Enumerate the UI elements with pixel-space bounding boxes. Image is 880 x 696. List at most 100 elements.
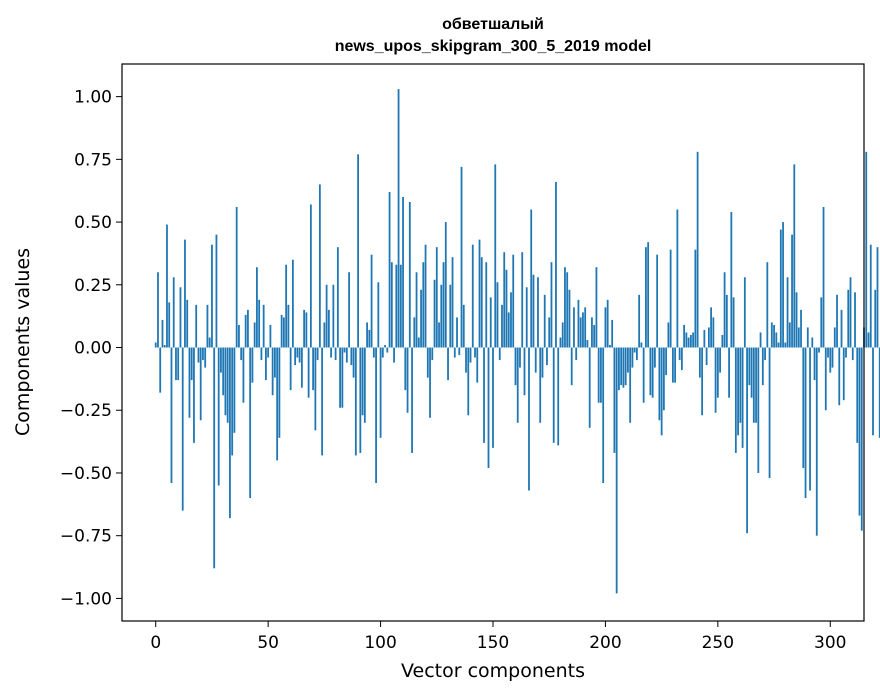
bar <box>624 347 627 386</box>
bar <box>831 347 834 368</box>
bar <box>867 332 870 348</box>
bar <box>193 347 195 443</box>
bar <box>359 347 362 453</box>
bar <box>395 264 398 348</box>
bar <box>408 202 411 348</box>
bar <box>507 312 510 348</box>
bar <box>440 284 443 348</box>
bar <box>548 317 551 348</box>
bar <box>404 347 407 391</box>
bar <box>604 307 607 348</box>
bar <box>163 345 166 348</box>
bar <box>766 262 769 348</box>
bar <box>399 264 402 348</box>
plot-frame <box>121 63 865 622</box>
bar <box>420 289 422 348</box>
bar <box>514 347 517 386</box>
bar <box>806 327 809 348</box>
bar <box>415 272 418 348</box>
bar <box>303 309 306 348</box>
bar <box>426 347 429 378</box>
bar <box>575 347 578 361</box>
bar <box>429 347 431 418</box>
bar <box>847 289 850 348</box>
bar <box>175 347 177 381</box>
bar <box>752 347 755 423</box>
bar <box>354 347 357 456</box>
bar <box>366 322 368 348</box>
bar <box>458 347 461 356</box>
bar <box>154 342 157 348</box>
bar <box>606 299 609 348</box>
y-tick-label: −0.75 <box>60 527 112 547</box>
bar <box>627 347 629 373</box>
bar <box>487 347 490 468</box>
bar <box>393 347 395 363</box>
bar <box>206 304 209 348</box>
bar <box>647 242 650 348</box>
bar <box>456 317 458 348</box>
bar <box>532 274 535 348</box>
bar <box>730 212 733 348</box>
bar <box>253 322 256 348</box>
x-axis: 0 50 100 150 200 250 300 <box>150 621 846 653</box>
bar <box>289 347 292 391</box>
bar <box>645 247 647 348</box>
bar <box>300 347 303 388</box>
bar <box>166 224 168 348</box>
bar <box>368 329 371 348</box>
bar <box>854 292 856 348</box>
bar <box>570 347 573 386</box>
bar <box>224 347 227 416</box>
bar <box>534 347 537 373</box>
bar <box>202 347 204 361</box>
bar <box>229 347 231 519</box>
bar <box>474 347 476 358</box>
x-tick-label: 0 <box>150 633 161 653</box>
bar <box>660 347 663 436</box>
bar <box>631 347 634 368</box>
bar <box>842 347 845 401</box>
bar <box>519 347 521 368</box>
bar <box>265 347 267 381</box>
bar <box>818 347 820 353</box>
bar <box>827 347 829 358</box>
bar <box>498 347 501 361</box>
bar <box>746 347 748 534</box>
bar <box>539 347 542 423</box>
bar <box>662 347 665 411</box>
bar <box>743 277 746 348</box>
bar <box>330 347 333 358</box>
x-tick-label: 300 <box>814 633 846 653</box>
bar <box>433 279 436 348</box>
bar <box>642 347 645 403</box>
bar <box>226 347 229 423</box>
bar <box>869 244 872 348</box>
bar <box>352 347 355 378</box>
bar <box>274 347 276 378</box>
bar <box>858 347 861 516</box>
bar <box>716 347 719 398</box>
bar <box>244 314 247 348</box>
bar <box>184 239 186 348</box>
bar <box>453 347 456 358</box>
bar <box>197 347 200 363</box>
x-tick-label: 250 <box>702 633 734 653</box>
bar-series <box>154 89 880 594</box>
bar <box>318 184 321 348</box>
bar <box>698 347 701 378</box>
bar <box>555 181 557 348</box>
bar <box>800 309 802 348</box>
bar <box>177 347 180 381</box>
bar <box>851 347 854 361</box>
bar <box>784 342 787 348</box>
x-axis-label: Vector components <box>401 660 585 682</box>
bar <box>271 347 274 396</box>
bar <box>573 307 575 348</box>
bar <box>220 347 222 373</box>
bar <box>865 151 868 348</box>
bar <box>422 262 425 348</box>
bar <box>159 347 162 393</box>
bar <box>878 347 880 438</box>
